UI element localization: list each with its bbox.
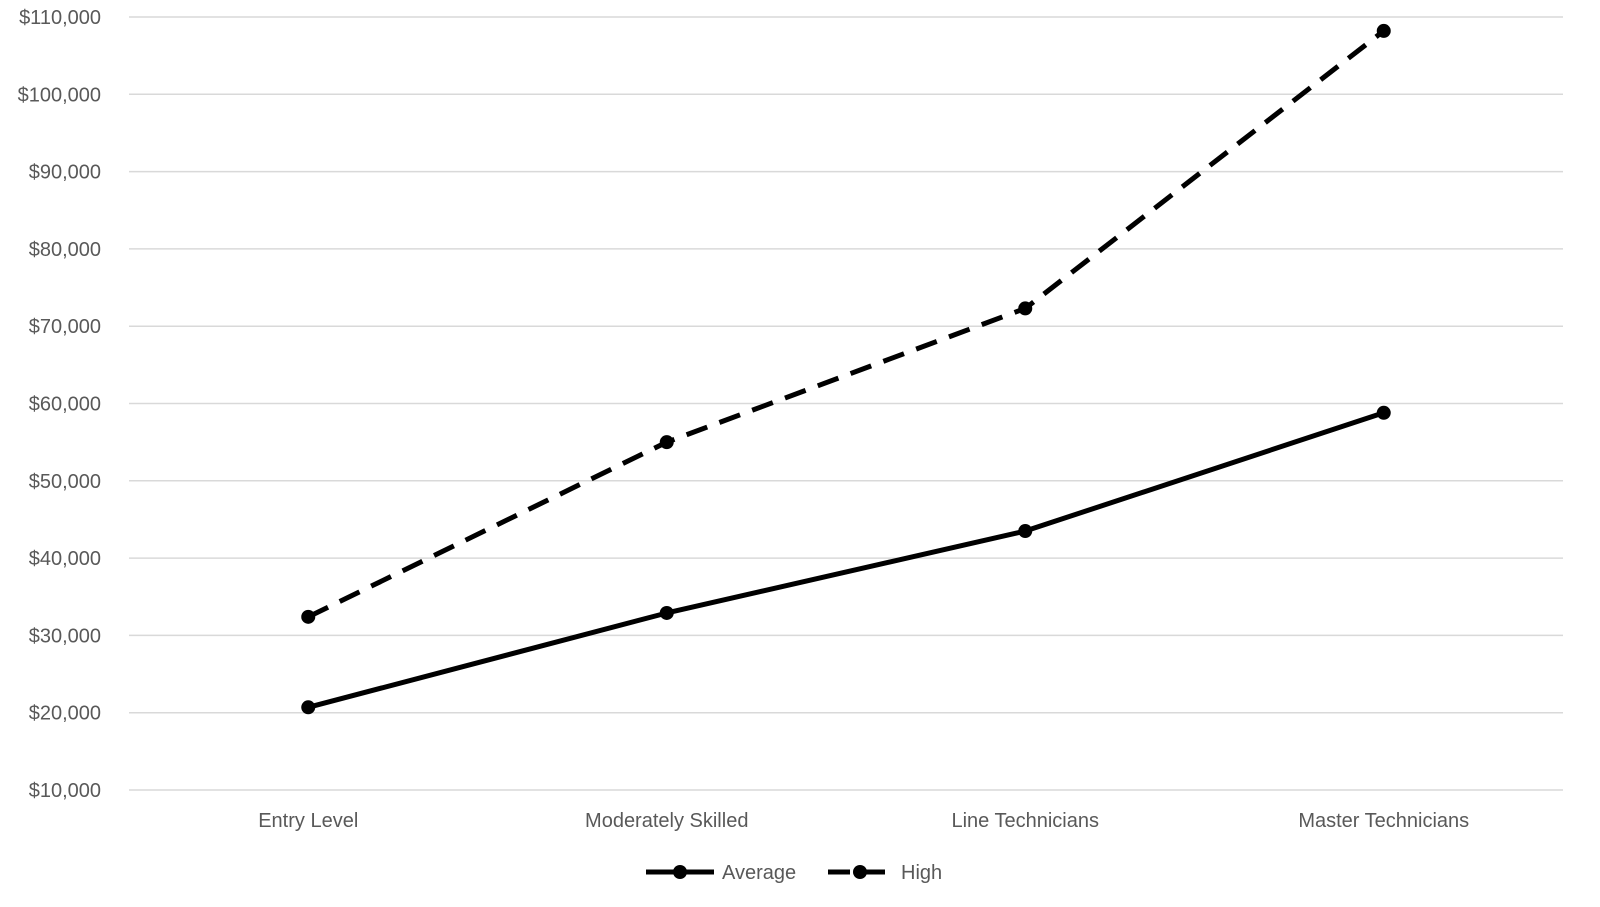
- y-tick-label: $100,000: [18, 84, 101, 106]
- y-tick-label: $90,000: [29, 162, 101, 184]
- series-markers: [301, 23, 1391, 715]
- y-tick-label: $30,000: [29, 625, 101, 647]
- legend-label-average: Average: [722, 862, 796, 884]
- data-point-average: [659, 605, 674, 620]
- series-lines: [307, 28, 1386, 710]
- data-point-high: [1376, 23, 1391, 38]
- y-tick-label: $110,000: [19, 7, 101, 29]
- y-tick-label: $60,000: [29, 394, 101, 416]
- y-tick-label: $40,000: [29, 548, 101, 570]
- data-point-high: [659, 435, 674, 450]
- x-tick-label: Moderately Skilled: [585, 810, 748, 832]
- data-point-high: [301, 609, 316, 624]
- y-tick-label: $10,000: [29, 780, 101, 802]
- x-tick-label: Line Technicians: [951, 810, 1099, 832]
- series-line-high: [307, 28, 1386, 620]
- data-point-high: [1018, 301, 1033, 316]
- legend-label-high: High: [901, 862, 942, 884]
- data-point-average: [1018, 524, 1033, 539]
- x-tick-label: Master Technicians: [1298, 810, 1469, 832]
- y-tick-label: $50,000: [29, 471, 101, 493]
- legend-marker-high: [853, 865, 867, 879]
- y-tick-label: $80,000: [29, 239, 101, 261]
- y-axis-tick-labels: $10,000 $20,000 $30,000 $40,000 $50,000 $60,0…: [18, 7, 101, 802]
- data-point-average: [301, 700, 316, 715]
- legend-marker-average: [673, 865, 687, 879]
- data-point-average: [1376, 405, 1391, 420]
- gridlines: [129, 16, 1563, 791]
- y-tick-label: $20,000: [29, 703, 101, 725]
- x-axis-tick-labels: Entry Level Moderately Skilled Line Techni…: [258, 810, 1469, 832]
- y-tick-label: $70,000: [29, 316, 101, 338]
- legend: Average High: [646, 862, 942, 884]
- series-line-average: [307, 410, 1385, 710]
- x-tick-label: Entry Level: [258, 810, 358, 832]
